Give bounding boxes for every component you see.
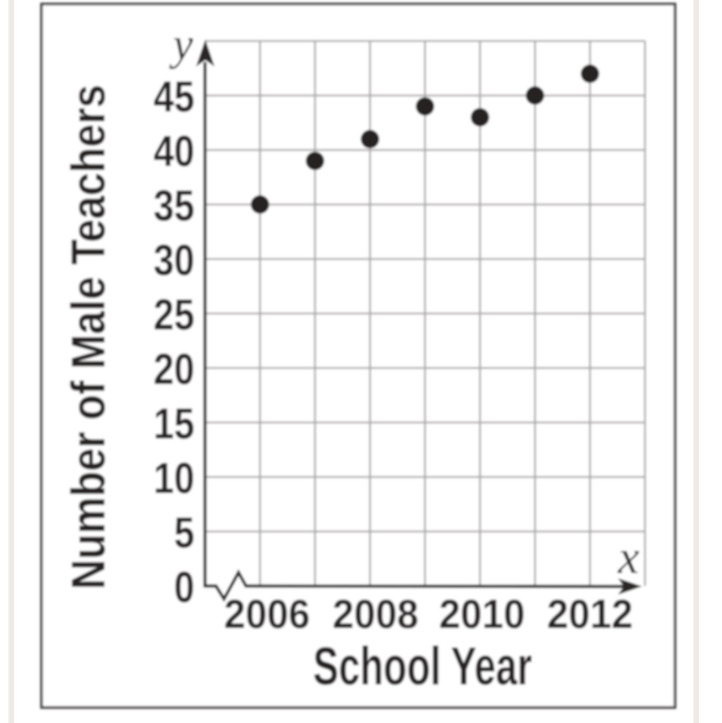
svg-text:2010: 2010 (439, 591, 525, 637)
svg-text:x: x (617, 531, 639, 584)
svg-text:40: 40 (154, 127, 195, 176)
svg-text:2008: 2008 (333, 591, 419, 637)
svg-text:5: 5 (174, 509, 195, 558)
svg-text:45: 45 (154, 73, 195, 122)
svg-text:y: y (169, 20, 193, 70)
svg-text:2012: 2012 (547, 591, 633, 637)
svg-text:25: 25 (154, 291, 195, 340)
svg-text:Number of Male Teachers: Number of Male Teachers (62, 85, 115, 590)
svg-text:2006: 2006 (224, 591, 310, 637)
svg-text:0: 0 (174, 563, 195, 612)
svg-text:15: 15 (154, 400, 195, 449)
svg-text:20: 20 (154, 345, 195, 394)
svg-text:School Year: School Year (313, 637, 532, 697)
svg-text:30: 30 (154, 236, 195, 285)
svg-text:10: 10 (154, 454, 195, 503)
svg-text:35: 35 (154, 182, 195, 231)
